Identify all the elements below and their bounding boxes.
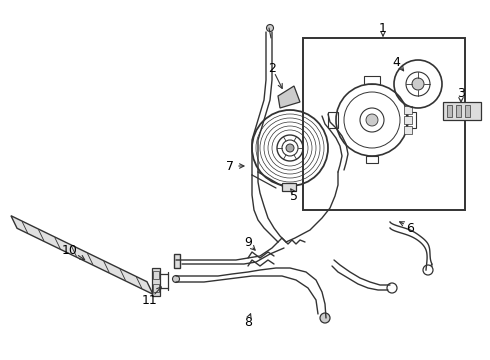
Circle shape: [172, 275, 179, 283]
Text: 5: 5: [290, 189, 298, 202]
Circle shape: [423, 265, 433, 275]
Bar: [303, 38, 465, 210]
Circle shape: [366, 114, 378, 126]
Text: 11: 11: [142, 293, 158, 306]
Text: 3: 3: [457, 86, 465, 99]
Bar: [152, 268, 160, 296]
Bar: [364, 76, 380, 84]
Circle shape: [412, 78, 424, 90]
Bar: [404, 126, 412, 134]
Text: 6: 6: [406, 221, 414, 234]
Circle shape: [387, 283, 397, 293]
Text: 7: 7: [226, 159, 234, 172]
Bar: [447, 105, 452, 117]
Bar: [406, 112, 416, 128]
Bar: [404, 116, 412, 124]
Bar: [366, 156, 378, 163]
Polygon shape: [11, 216, 153, 294]
Bar: [174, 254, 180, 268]
Bar: [282, 183, 296, 191]
Text: 1: 1: [379, 22, 387, 35]
Text: 4: 4: [392, 55, 400, 68]
Bar: [153, 284, 159, 292]
Polygon shape: [426, 264, 432, 273]
Bar: [404, 106, 412, 114]
Text: 9: 9: [244, 235, 252, 248]
Bar: [328, 112, 338, 128]
Circle shape: [320, 313, 330, 323]
Text: 10: 10: [62, 243, 78, 256]
Circle shape: [286, 144, 294, 152]
Bar: [153, 271, 159, 279]
Text: 8: 8: [244, 315, 252, 328]
Polygon shape: [278, 86, 300, 108]
Bar: [456, 105, 461, 117]
Bar: [443, 102, 481, 120]
Bar: [465, 105, 470, 117]
Circle shape: [267, 24, 273, 32]
Text: 2: 2: [268, 62, 276, 75]
